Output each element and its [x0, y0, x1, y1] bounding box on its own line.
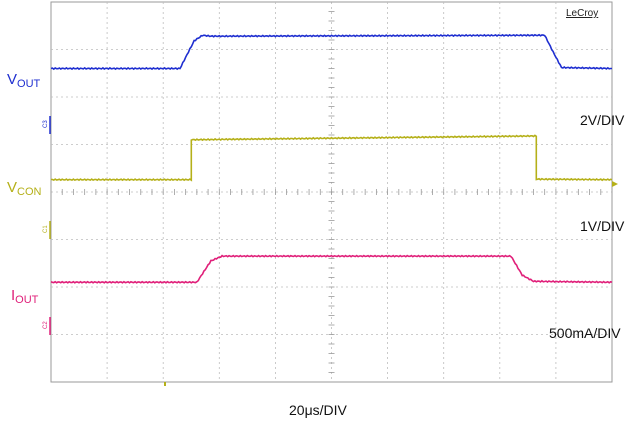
marker-vout: C3: [43, 120, 49, 128]
marker-vcon: C1: [43, 225, 49, 233]
label-vout: VOUT: [7, 71, 41, 90]
trace-vout: [50, 33, 612, 71]
label-vcon-sub: CON: [17, 186, 42, 198]
label-iout: IOUT: [11, 287, 39, 306]
channel-markers: C3 C1 C2: [43, 116, 618, 386]
label-vcon: VCON: [7, 179, 42, 198]
brand-logo: LeCroy: [566, 8, 599, 19]
label-iout-sub: OUT: [15, 294, 39, 306]
label-vcon-main: V: [7, 179, 18, 196]
trace-vcon: [50, 134, 613, 182]
traces: [50, 33, 613, 284]
grid: [50, 1, 613, 383]
trigger-level-marker: [612, 181, 618, 187]
label-vout-main: V: [7, 71, 18, 88]
scale-vcon: 1V/DIV: [580, 218, 625, 234]
timebase-label: 20μs/DIV: [289, 402, 347, 418]
label-vout-sub: OUT: [17, 78, 41, 90]
scale-iout: 500mA/DIV: [549, 325, 621, 341]
label-iout-main: I: [11, 287, 16, 304]
scale-vout: 2V/DIV: [580, 112, 625, 128]
trace-iout: [50, 254, 613, 284]
marker-iout: C2: [43, 321, 49, 329]
